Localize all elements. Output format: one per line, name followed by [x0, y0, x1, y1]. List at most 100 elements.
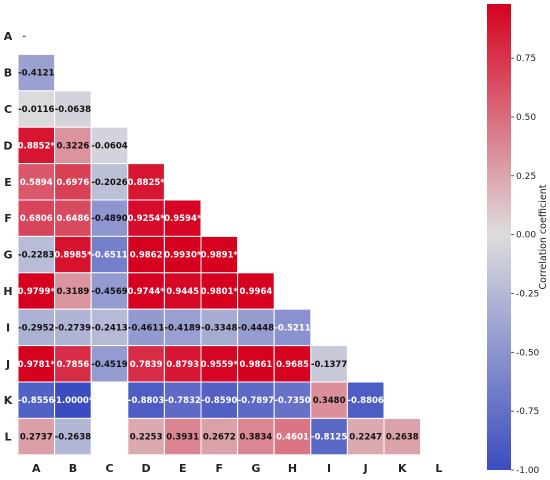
cell-value-L-K: 0.2638 [386, 433, 419, 443]
heatmap-cell-B-A [17, 53, 56, 92]
cell-value-F-E: 0.9594* [164, 214, 202, 224]
row-label-B: B [4, 67, 12, 80]
heatmap-cell-L-K [383, 417, 422, 456]
heatmap-cell-F-D [127, 199, 165, 237]
cell-value-K-D: -0.8803 [128, 396, 164, 406]
colorbar-tick-label: 0.00 [516, 231, 536, 241]
cell-value-F-A: 0.6806 [20, 214, 53, 224]
row-label-K: K [4, 394, 13, 407]
cell-value-J-E: 0.8793 [166, 360, 199, 370]
cell-value-J-G: 0.9861 [239, 360, 272, 370]
row-label-G: G [3, 249, 12, 262]
cell-value-E-B: 0.6976 [56, 178, 89, 188]
col-label-J: J [363, 462, 368, 475]
heatmap-cell-K-J [346, 381, 385, 419]
cell-value-B-A: -0.4121 [18, 69, 54, 79]
cell-value-L-A: 0.2737 [20, 433, 53, 443]
heatmap-cell-L-H [273, 417, 312, 456]
cell-value-F-D: 0.9254* [127, 214, 165, 224]
diagonal-placeholder: - [23, 32, 27, 42]
heatmap-cell-K-F [200, 381, 239, 419]
cell-value-H-C: -0.4569 [91, 287, 127, 297]
heatmap-cell-C-A [17, 90, 56, 128]
cell-value-K-H: -0.7350 [274, 396, 310, 406]
cell-value-L-G: 0.3834 [239, 433, 272, 443]
cell-value-I-E: -0.4189 [165, 323, 201, 333]
cell-value-K-G: -0.7897 [238, 396, 274, 406]
cell-value-D-A: 0.8852* [18, 141, 56, 151]
heatmap-cell-F-B [54, 199, 92, 237]
heatmap-cell-G-B [54, 235, 92, 274]
colorbar-tick-label: 0.50 [516, 113, 536, 123]
heatmap-cell-E-D [127, 163, 165, 201]
cell-value-I-G: -0.4448 [238, 323, 274, 333]
cell-value-I-A: -0.2952 [18, 323, 54, 333]
heatmap-cell-I-H [273, 308, 312, 347]
colorbar-tick-label: -1.00 [516, 466, 540, 476]
row-label-I: I [6, 321, 10, 334]
cell-value-J-A: 0.9781* [18, 360, 56, 370]
cell-value-J-B: 0.7856 [56, 360, 89, 370]
cell-value-H-F: 0.9801* [201, 287, 239, 297]
col-label-L: L [435, 462, 442, 475]
cell-value-L-J: 0.2247 [349, 433, 382, 443]
heatmap-cell-H-F [200, 272, 239, 310]
heatmap-cell-J-A [17, 345, 56, 383]
heatmap-cell-H-B [54, 272, 92, 310]
cell-value-I-B: -0.2739 [55, 323, 91, 333]
heatmap-cell-J-F [200, 345, 239, 383]
heatmap-cell-K-G [237, 381, 275, 419]
col-label-B: B [69, 462, 77, 475]
cell-value-H-G: 0.9964 [239, 287, 272, 297]
heatmap-cell-L-D [127, 417, 165, 456]
cell-value-J-H: 0.9685 [276, 360, 309, 370]
cell-value-E-D: 0.8825* [127, 178, 165, 188]
heatmap-cell-E-B [54, 163, 92, 201]
cell-value-G-B: 0.8985* [54, 251, 92, 261]
cell-value-F-B: 0.6486 [56, 214, 89, 224]
cell-value-L-H: 0.4601 [276, 433, 309, 443]
heatmap-cell-K-E [163, 381, 202, 419]
colorbar-tick-label: -0.75 [516, 407, 539, 417]
colorbar: 0.75 0.50 0.25 0.00 -0.25 -0.50 -0.75 -1.00 Corr… [487, 4, 549, 476]
cell-value-K-E: -0.7832 [165, 396, 201, 406]
colorbar-label: Correlation coefficient [538, 184, 549, 289]
col-label-C: C [105, 462, 113, 475]
row-label-L: L [4, 431, 11, 444]
row-label-J: J [5, 358, 10, 371]
col-label-D: D [142, 462, 151, 475]
cell-value-G-C: -0.6511 [91, 251, 127, 261]
colorbar-tick-label: -0.50 [516, 348, 540, 358]
colorbar-tick-label: -0.25 [516, 289, 539, 299]
heatmap-cell-G-A [17, 235, 56, 274]
cell-value-K-A: -0.8556 [18, 396, 54, 406]
col-label-I: I [327, 462, 331, 475]
cell-value-E-C: -0.2026 [91, 178, 127, 188]
cell-value-J-I: -0.1377 [311, 360, 347, 370]
col-label-G: G [251, 462, 260, 475]
col-label-F: F [216, 462, 224, 475]
heatmap-cell-L-F [200, 417, 239, 456]
cell-value-L-B: -0.2638 [55, 433, 91, 443]
cell-value-J-F: 0.9559* [201, 360, 239, 370]
cell-value-I-F: -0.3348 [201, 323, 237, 333]
cell-value-C-B: -0.0638 [55, 105, 91, 115]
cell-value-J-D: 0.7839 [130, 360, 163, 370]
cell-value-L-D: 0.2253 [130, 433, 163, 443]
cell-value-I-D: -0.4611 [128, 323, 164, 333]
cell-value-G-D: 0.9862 [130, 251, 163, 261]
heatmap-cell-G-D [127, 235, 165, 274]
heatmap-cell-L-G [237, 417, 275, 456]
heatmap-axis-labels: A A B B C C D D E E F F G G H H I I J J K K L L [3, 30, 442, 475]
heatmap-cell-I-C [90, 308, 129, 347]
colorbar-gradient [487, 4, 511, 470]
cell-value-K-F: -0.8590 [201, 396, 237, 406]
cell-value-K-B: -1.0000* [53, 396, 94, 406]
heatmap-cell-D-C [90, 126, 129, 165]
cell-value-G-A: -0.2283 [18, 251, 54, 261]
row-label-F: F [4, 212, 12, 225]
row-label-C: C [4, 103, 12, 116]
heatmap-cell-K-D [127, 381, 165, 419]
heatmap-cell-H-G [237, 272, 275, 310]
row-label-D: D [3, 139, 12, 152]
